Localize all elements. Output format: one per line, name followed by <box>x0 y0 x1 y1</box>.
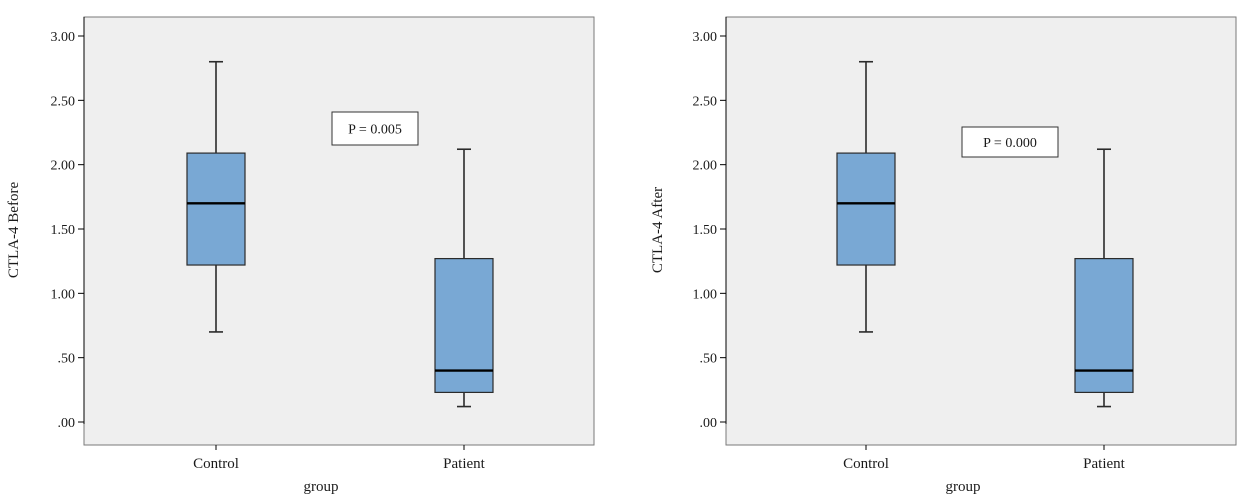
y-tick-label: .50 <box>58 352 76 367</box>
y-tick-label: .50 <box>700 352 718 367</box>
y-tick-label: 2.00 <box>693 159 718 174</box>
iqr-box <box>434 257 494 394</box>
y-tick-label: 1.50 <box>51 223 76 238</box>
y-axis-title: CTLA-4 Before <box>6 182 22 279</box>
box-patient <box>1074 148 1134 408</box>
box-patient <box>434 148 494 408</box>
x-axis-title: group <box>304 479 339 494</box>
p-value-annotation: P = 0.000 <box>983 136 1037 151</box>
y-tick-label: 1.00 <box>51 287 76 302</box>
iqr-box <box>836 152 896 266</box>
plot-area <box>83 16 595 446</box>
annotation-box <box>961 126 1059 158</box>
y-tick-label: 3.00 <box>693 30 718 45</box>
x-tick-label: Control <box>843 456 889 472</box>
x-tick-label: Patient <box>443 456 485 472</box>
x-tick-label: Control <box>193 456 239 472</box>
y-tick-label: 2.00 <box>51 159 76 174</box>
x-axis-title: group <box>946 479 981 494</box>
y-axis-title: CTLA-4 After <box>650 187 666 273</box>
annotation-box <box>331 111 419 146</box>
plot-area <box>725 16 1237 446</box>
y-tick-label: 2.50 <box>693 94 718 109</box>
chart-panel-1: .00 .50 1.00 1.50 2.00 2.50 3.00 Control Patient… <box>6 16 595 494</box>
box-control <box>186 60 246 333</box>
chart-panel-2: .00 .50 1.00 1.50 2.00 2.50 3.00 Control Patient… <box>650 16 1237 494</box>
y-tick-label: 1.50 <box>693 223 718 238</box>
y-tick-label: .00 <box>700 416 718 431</box>
iqr-box <box>186 152 246 266</box>
p-value-annotation: P = 0.005 <box>348 123 402 138</box>
y-tick-label: 3.00 <box>51 30 76 45</box>
iqr-box <box>1074 257 1134 394</box>
box-control <box>836 60 896 333</box>
y-tick-label: .00 <box>58 416 76 431</box>
x-tick-label: Patient <box>1083 456 1125 472</box>
y-tick-label: 1.00 <box>693 287 718 302</box>
y-tick-label: 2.50 <box>51 94 76 109</box>
